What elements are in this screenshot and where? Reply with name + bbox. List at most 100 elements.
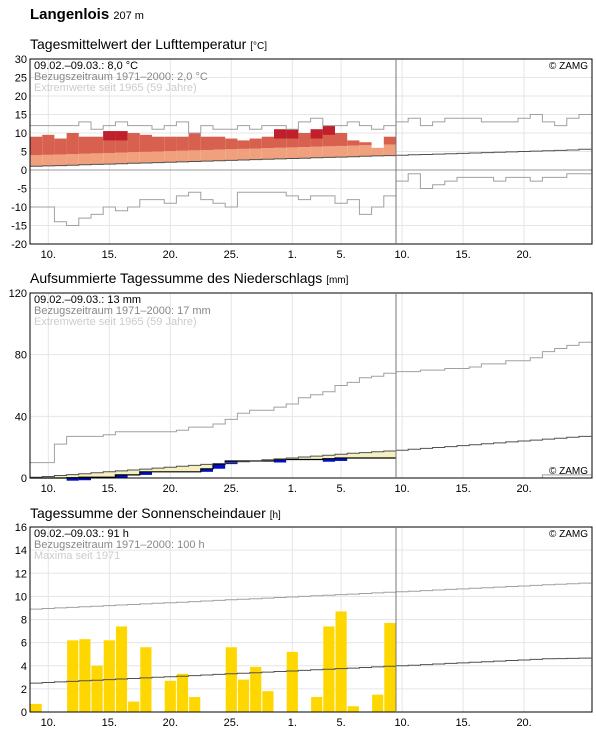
precip-daily-bar xyxy=(115,474,128,478)
precip-xtick-label: 15. xyxy=(455,483,470,495)
temp-bar-light xyxy=(347,145,360,157)
precip-plot-frame xyxy=(29,292,593,479)
precip-daily-bar xyxy=(78,477,91,481)
precip-xtick-label: 10. xyxy=(41,483,56,495)
sun-bar xyxy=(67,640,79,712)
sun-bar xyxy=(384,622,396,712)
sun-bar xyxy=(347,706,359,712)
temp-xtick-label: 20. xyxy=(516,249,531,261)
temp-bar-light xyxy=(383,144,396,156)
precip-cumulative-line xyxy=(30,457,396,479)
temp-bar-extreme xyxy=(115,131,128,141)
precip-xtick-label: 25. xyxy=(224,483,239,495)
sun-bar xyxy=(79,639,91,712)
precip-deficit-area xyxy=(42,476,55,478)
precip-deficit-area xyxy=(310,456,323,460)
temp-xtick-label: 25. xyxy=(224,249,239,261)
temp-bar xyxy=(188,133,201,151)
sun-ytick-label: 0 xyxy=(21,707,27,719)
sun-bar xyxy=(164,680,176,712)
temp-bar-light xyxy=(274,147,287,159)
sun-title-unit: [h] xyxy=(269,510,281,521)
temp-bar-light xyxy=(335,145,348,158)
temp-bar-extreme xyxy=(103,131,116,141)
temp-bar-light xyxy=(164,151,177,163)
precip-extreme-text: Extremwerte seit 1965 (59 Jahre) xyxy=(34,316,197,328)
temp-bar xyxy=(127,133,140,153)
sun-bar xyxy=(250,666,262,712)
precip-xtick-label: 5. xyxy=(337,483,346,495)
temp-ytick-label: 10 xyxy=(15,128,27,140)
temp-bar-light xyxy=(152,151,165,163)
temp-bar xyxy=(200,136,213,151)
temp-ytick-label: -5 xyxy=(17,184,27,196)
sun-ytick-label: 6 xyxy=(21,638,27,650)
station-name: Langenlois xyxy=(30,6,110,23)
precip-deficit-area xyxy=(298,457,311,460)
sun-extreme-text: Maxima seit 1971 xyxy=(34,550,120,562)
temp-bar-light xyxy=(30,155,43,167)
sun-xtick-label: 25. xyxy=(224,717,239,729)
precip-deficit-area xyxy=(371,451,384,458)
temp-bar xyxy=(347,140,360,146)
precip-deficit-area xyxy=(347,453,360,458)
temp-bar-light xyxy=(78,153,91,165)
temp-bar-light xyxy=(91,153,104,165)
temp-bar xyxy=(225,138,238,150)
sun-ytick-label: 4 xyxy=(21,661,27,673)
sun-bar xyxy=(372,694,384,712)
precip-xtick-label: 15. xyxy=(102,483,117,495)
temp-bar-light xyxy=(322,146,335,158)
temp-normal-line xyxy=(30,148,592,167)
sun-xtick-label: 10. xyxy=(41,717,56,729)
temp-panel-title: Tagesmittelwert der Lufttemperatur [°C] xyxy=(30,36,267,52)
temp-bar xyxy=(359,142,372,146)
precip-daily-bar xyxy=(274,459,287,463)
temp-bar-extreme xyxy=(310,129,323,139)
sun-max-line xyxy=(30,582,592,610)
temp-bar-light xyxy=(66,154,79,166)
sun-plot-frame xyxy=(29,526,593,713)
sun-bar xyxy=(262,691,274,712)
sun-bar xyxy=(286,651,298,712)
temp-bar-light xyxy=(176,150,189,162)
temp-info-text: 09.02.–09.03.: 8,0 °C xyxy=(34,60,138,72)
sun-bar xyxy=(335,611,347,712)
temp-bar-light xyxy=(200,150,213,162)
sun-ytick-label: 14 xyxy=(15,545,27,557)
temp-bar-light xyxy=(115,152,128,164)
precip-daily-bar xyxy=(335,457,348,461)
temp-xtick-label: 20. xyxy=(163,249,178,261)
temp-ytick-label: 5 xyxy=(21,147,27,159)
sun-bar xyxy=(30,703,42,712)
precip-max-extreme-line xyxy=(30,341,592,464)
temp-plot-frame xyxy=(29,58,593,245)
precip-deficit-area xyxy=(152,468,165,472)
temp-bar-light xyxy=(225,149,238,161)
precip-deficit-area xyxy=(115,470,128,475)
sun-xtick-label: 5. xyxy=(337,717,346,729)
temp-bar-light xyxy=(54,154,67,166)
temp-bar xyxy=(30,136,43,156)
precip-normal-line xyxy=(30,435,592,478)
sun-bar xyxy=(91,665,103,712)
precip-daily-bar xyxy=(213,464,226,469)
precip-ytick-label: 120 xyxy=(9,288,27,300)
temp-ytick-label: -15 xyxy=(11,221,27,233)
sun-ref-text: Bezugszeitraum 1971–2000: 100 h xyxy=(34,539,205,551)
temp-xtick-label: 10. xyxy=(41,249,56,261)
precip-info-text: 09.02.–09.03.: 13 mm xyxy=(34,294,141,306)
precip-copyright: © ZAMG xyxy=(549,466,588,477)
precip-daily-bar xyxy=(139,471,152,475)
precip-panel-title: Aufsummierte Tagessumme des Niederschlag… xyxy=(30,270,348,286)
sun-xtick-label: 20. xyxy=(516,717,531,729)
temp-bar xyxy=(66,133,79,155)
temp-title-text: Tagesmittelwert der Lufttemperatur xyxy=(30,36,247,52)
precip-title-unit: [mm] xyxy=(326,275,349,286)
precip-deficit-area xyxy=(359,452,372,458)
precip-ytick-label: 80 xyxy=(15,350,27,362)
temp-bar-light xyxy=(310,146,323,158)
sun-bar xyxy=(311,696,323,712)
station-header: Langenlois 207 m xyxy=(30,6,144,23)
